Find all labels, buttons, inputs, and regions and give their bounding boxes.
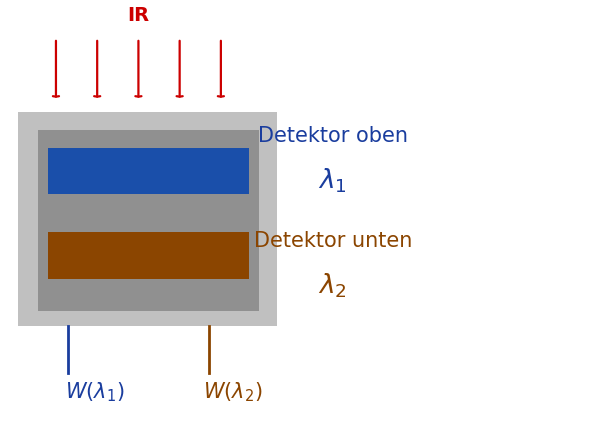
Text: $W(\lambda_2)$: $W(\lambda_2)$ (203, 380, 263, 404)
Bar (48, 148, 249, 194)
Bar (48, 232, 249, 279)
Text: IR: IR (127, 6, 150, 25)
Bar (18, 112, 277, 326)
Text: $W(\lambda_1)$: $W(\lambda_1)$ (65, 380, 124, 404)
Text: Detektor unten: Detektor unten (254, 232, 412, 251)
Text: $\lambda_1$: $\lambda_1$ (319, 167, 347, 195)
Bar (38, 130, 259, 311)
Text: $\lambda_2$: $\lambda_2$ (319, 272, 347, 300)
Text: Detektor oben: Detektor oben (258, 127, 408, 146)
